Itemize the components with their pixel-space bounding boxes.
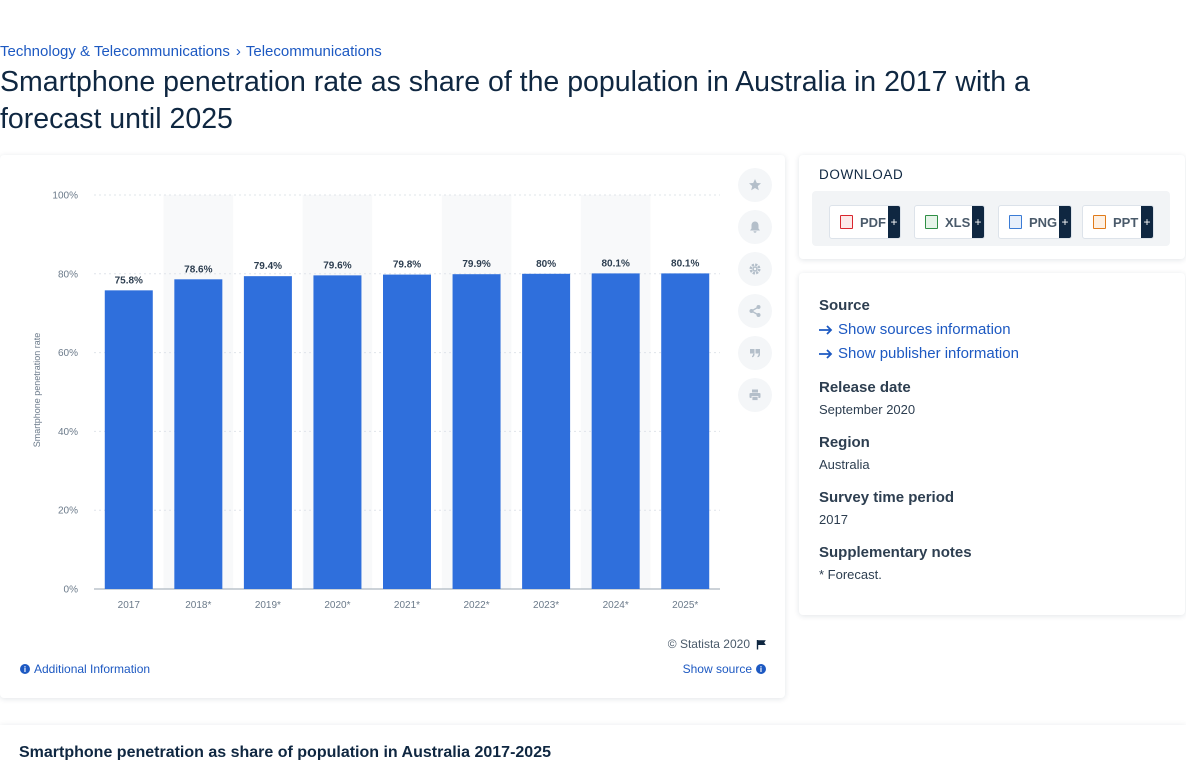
quote-icon[interactable] (738, 336, 772, 370)
ppt-plus[interactable]: + (1141, 206, 1153, 238)
png-file-icon (1009, 215, 1022, 229)
show-source-link[interactable]: Show source i (683, 662, 766, 676)
breadcrumb-separator: › (235, 43, 241, 60)
bar (661, 273, 710, 589)
copyright: © Statista 2020 (668, 637, 767, 651)
y-tick-label: 0% (64, 585, 79, 596)
x-tick-label: 2021* (394, 600, 420, 611)
y-tick-label: 60% (58, 348, 78, 359)
y-tick-label: 80% (58, 269, 78, 280)
bell-icon[interactable] (738, 210, 772, 244)
additional-information-link[interactable]: i Additional Information (20, 662, 150, 676)
share-icon[interactable] (738, 294, 772, 328)
info-icon: i (756, 664, 766, 674)
ppt-label: PPT (1113, 214, 1139, 230)
chart-toolbar (738, 168, 772, 420)
show-source-label: Show source (682, 662, 752, 676)
arrow-right-icon (819, 324, 833, 335)
supplementary-notes-value: * Forecast. (819, 567, 882, 582)
page-title: Smartphone penetration rate as share of … (0, 66, 1030, 135)
bar (522, 273, 571, 589)
ppt-file-icon (1093, 215, 1106, 229)
gear-icon[interactable] (738, 252, 772, 286)
x-tick-label: 2024* (603, 600, 629, 611)
bar (313, 275, 362, 589)
bar (452, 274, 501, 589)
star-icon[interactable] (738, 168, 772, 202)
y-tick-label: 40% (58, 427, 78, 438)
flag-icon[interactable] (756, 639, 767, 650)
info-icon: i (20, 664, 30, 674)
bar (174, 279, 223, 589)
download-ppt-button[interactable]: PPT + (1082, 205, 1154, 239)
arrow-right-icon (819, 348, 833, 359)
x-tick-label: 2018* (185, 600, 211, 611)
png-plus[interactable]: + (1059, 206, 1071, 238)
x-tick-label: 2017 (118, 600, 141, 611)
region-heading: Region (819, 434, 870, 451)
x-tick-label: 2019* (255, 600, 281, 611)
y-tick-label: 100% (52, 191, 78, 202)
release-date-heading: Release date (819, 379, 911, 396)
survey-period-value: 2017 (819, 512, 848, 527)
data-label: 75.8% (115, 275, 143, 286)
bar (383, 274, 431, 589)
show-publisher-link[interactable]: Show publisher information (819, 345, 1019, 362)
data-label: 80% (536, 259, 556, 270)
meta-card: Source Show sources information Show pub… (799, 273, 1185, 615)
pdf-label: PDF (860, 214, 886, 230)
xls-plus[interactable]: + (972, 206, 984, 238)
additional-information-label: Additional Information (34, 662, 151, 676)
bar-chart: 0% 20% 40% 60% 80% 100% Smartphone penetration… (32, 191, 720, 611)
data-label: 80.1% (671, 258, 699, 269)
y-tick-label: 20% (58, 506, 78, 517)
pdf-file-icon (840, 215, 853, 229)
download-bar: PDF + XLS + PNG + PPT + (812, 191, 1170, 246)
data-label: 80.1% (601, 258, 629, 269)
bar (591, 273, 640, 589)
release-date-value: September 2020 (819, 402, 916, 417)
breadcrumb: Technology & Telecommunications › Telecomm… (0, 43, 382, 60)
data-label: 78.6% (184, 264, 212, 275)
bottom-card: Smartphone penetration as share of popul… (0, 725, 1186, 760)
x-tick-label: 2022* (463, 600, 489, 611)
pdf-plus[interactable]: + (888, 206, 900, 238)
data-label: 79.8% (393, 260, 421, 271)
survey-period-heading: Survey time period (819, 489, 955, 506)
y-axis-label: Smartphone penetration rate (32, 333, 42, 448)
show-publisher-label: Show publisher information (838, 345, 1019, 362)
download-xls-button[interactable]: XLS + (914, 205, 985, 239)
chart-card: 0% 20% 40% 60% 80% 100% Smartphone penetration… (0, 155, 785, 698)
bar (104, 290, 153, 589)
bottom-title: Smartphone penetration as share of popul… (19, 744, 551, 760)
x-tick-label: 2025* (672, 600, 698, 611)
download-png-button[interactable]: PNG + (998, 205, 1072, 239)
data-label: 79.6% (323, 260, 351, 271)
print-icon[interactable] (738, 378, 772, 412)
data-label: 79.9% (462, 259, 490, 270)
x-tick-label: 2020* (324, 600, 350, 611)
breadcrumb-item-technology[interactable]: Technology & Telecommunications (0, 43, 230, 60)
copyright-text: © Statista 2020 (667, 637, 750, 651)
show-sources-link[interactable]: Show sources information (819, 321, 1011, 338)
xls-label: XLS (945, 214, 971, 230)
show-sources-label: Show sources information (838, 321, 1011, 338)
x-tick-label: 2023* (533, 600, 559, 611)
supplementary-notes-heading: Supplementary notes (819, 544, 972, 561)
breadcrumb-item-telecommunications[interactable]: Telecommunications (245, 43, 382, 60)
source-heading: Source (819, 297, 870, 314)
png-label: PNG (1029, 214, 1058, 230)
region-value: Australia (819, 457, 870, 472)
download-title: DOWNLOAD (819, 167, 904, 182)
download-pdf-button[interactable]: PDF + (829, 205, 901, 239)
download-card: DOWNLOAD PDF + XLS + PNG + PPT + (799, 155, 1185, 259)
xls-file-icon (925, 215, 938, 229)
bar (243, 276, 292, 589)
data-label: 79.4% (254, 261, 282, 272)
